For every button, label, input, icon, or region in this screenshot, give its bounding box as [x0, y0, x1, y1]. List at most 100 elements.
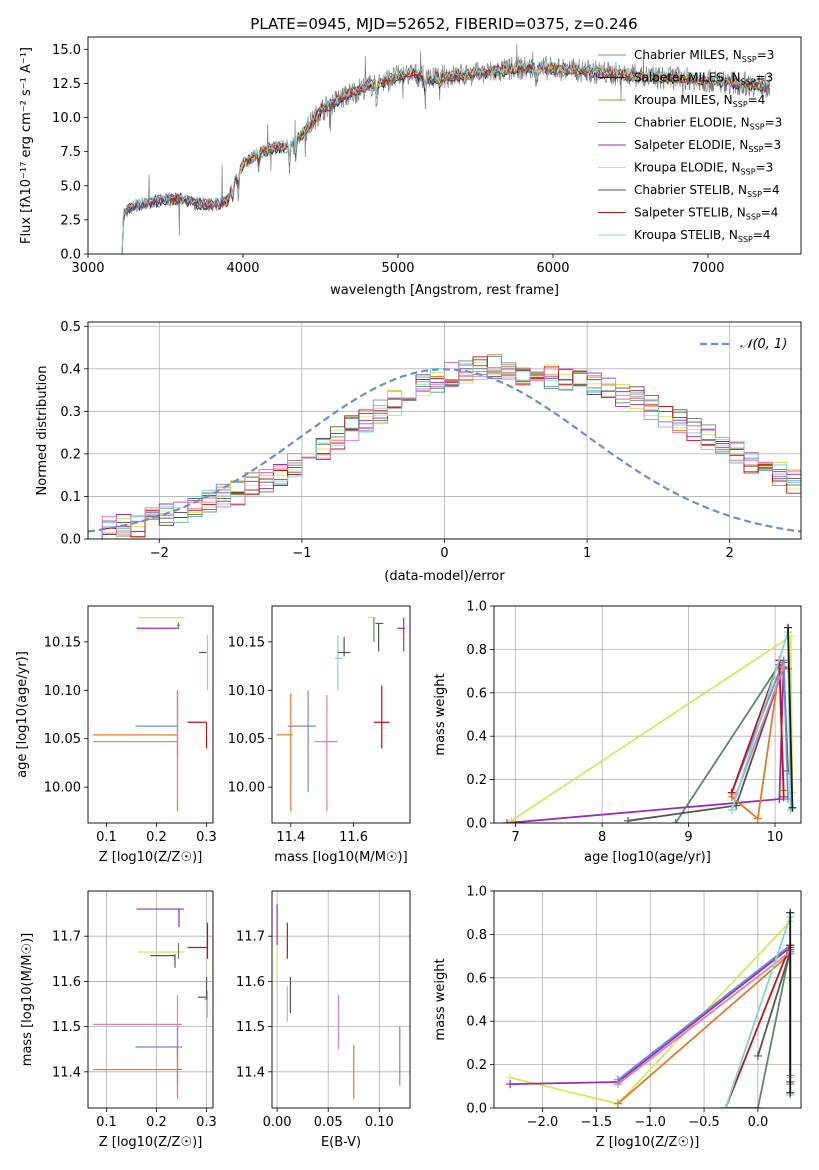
spectrum-legend: Chabrier MILES, NSSP=3 Salpeter MILES, NS… [598, 48, 782, 244]
residual-histogram [88, 362, 801, 539]
y-tick-label: 10.05 [44, 732, 81, 747]
y-tick-label: 0.3 [60, 405, 81, 420]
x-tick-label: 7 [511, 830, 519, 845]
x-tick-label: −1.5 [581, 1115, 613, 1130]
y-tick-label: 0.4 [466, 730, 487, 745]
age_vs_mass-points [276, 617, 406, 812]
weight-marker [727, 805, 736, 814]
y-tick-label: 11.6 [236, 975, 265, 990]
x-tick-label: 4000 [226, 261, 259, 276]
y-tick-label: 5.0 [60, 179, 81, 194]
y-tick-label: 11.7 [236, 930, 265, 945]
x-tick-label: 0.05 [314, 1115, 343, 1130]
x-tick-label: 0.3 [196, 830, 217, 845]
y-tick-label: 1.0 [466, 885, 487, 900]
weight-marker [784, 623, 793, 632]
model-spectrum-line [121, 62, 770, 254]
age_vs_Z-frame [87, 605, 214, 824]
y-axis-label: mass weight [433, 958, 448, 1040]
x-tick-label: 7000 [691, 261, 724, 276]
y-axis-label: Normed distribution [35, 366, 50, 496]
spectrum-frame [87, 36, 802, 255]
y-tick-label: 10.00 [44, 781, 81, 796]
y-tick-label: 0.0 [60, 533, 81, 548]
residual-histogram [88, 365, 801, 539]
weight-marker [775, 795, 784, 804]
x-axis-label: age [log10(age/yr)] [584, 850, 711, 865]
y-tick-label: 11.4 [52, 1065, 81, 1080]
spectrum-axes: 3000 4000 5000 6000 7000 0.0 2.5 5.0 7.5 10.0 12.5… [52, 43, 725, 276]
legend-entry: Salpeter STELIB, NSSP=4 [634, 206, 778, 222]
x-axis-label: Z [log10(Z/Z☉)] [99, 850, 203, 865]
normal-curve [88, 368, 801, 533]
weight-line [617, 951, 791, 1085]
y-tick-label: 10.15 [44, 635, 81, 650]
x-axis-label: mass [log10(M/M☉)] [274, 850, 407, 865]
age_vs_Z-points [93, 617, 209, 812]
y-tick-label: 0.2 [466, 773, 487, 788]
weight-marker [786, 1088, 795, 1097]
panels: 3000 4000 5000 6000 70000.02.55.07.510.012.5… [15, 36, 802, 1150]
weight-marker [721, 1104, 730, 1108]
y-tick-label: 0.6 [466, 971, 487, 986]
weight-marker [613, 1080, 622, 1089]
legend-entry: Kroupa STELIB, NSSP=4 [634, 228, 771, 244]
figure-title: PLATE=0945, MJD=52652, FIBERID=0375, z=0… [250, 15, 637, 33]
y-tick-label: 11.4 [236, 1065, 265, 1080]
weight_vs_Z-axes: −2.0 −1.5 −1.0 −0.5 0.0 0.0 0.2 0.4 0.6 0.8 1.0 [466, 885, 801, 1130]
x-tick-label: 9 [684, 830, 692, 845]
y-tick-label: 12.5 [52, 77, 81, 92]
weight-line [506, 662, 785, 823]
y-tick-label: 0.0 [60, 248, 81, 263]
y-tick-label: 1.0 [466, 600, 487, 615]
model-spectrum-line [121, 60, 770, 254]
weight-marker [506, 1080, 515, 1089]
y-tick-label: 11.5 [52, 1020, 81, 1035]
weight-marker [502, 819, 511, 823]
y-tick-label: 0.8 [466, 928, 487, 943]
weight-line [787, 627, 794, 808]
weight-marker [779, 792, 788, 801]
x-tick-label: 10 [767, 830, 784, 845]
x-axis-label: (data-model)/error [384, 569, 505, 584]
legend-entry: Salpeter ELODIE, NSSP=3 [634, 138, 781, 154]
y-tick-label: 0.1 [60, 490, 81, 505]
x-axis-label: E(B-V) [321, 1135, 361, 1150]
legend-entry: Chabrier ELODIE, NSSP=3 [634, 116, 782, 132]
mass_vs_Z-axes: 0.1 0.2 0.3 11.4 11.5 11.6 11.7 [52, 891, 217, 1130]
mass_vs_Z-points [93, 908, 213, 1099]
residuals-frame [87, 321, 802, 540]
residual-histograms [88, 354, 801, 539]
y-tick-label: 10.10 [44, 684, 81, 699]
y-tick-label: 10.15 [228, 635, 265, 650]
age_vs_Z-axes: 0.1 0.2 0.3 10.00 10.05 10.10 10.15 [44, 635, 217, 845]
legend-entry: Kroupa MILES, NSSP=4 [634, 93, 765, 109]
weight-marker [786, 805, 795, 814]
x-tick-label: 11.4 [276, 830, 305, 845]
x-tick-label: 2 [726, 546, 734, 561]
weight-marker [727, 788, 736, 797]
y-tick-label: 11.5 [236, 1020, 265, 1035]
y-tick-label: 10.10 [228, 684, 265, 699]
y-tick-label: 0.4 [60, 362, 81, 377]
y-tick-label: 0.2 [60, 447, 81, 462]
y-tick-label: 0.4 [466, 1015, 487, 1030]
x-tick-label: 11.6 [339, 830, 368, 845]
x-tick-label: −0.5 [688, 1115, 720, 1130]
legend-entry: 𝒩(0, 1) [740, 337, 787, 352]
weight_vs_age-frame [493, 605, 802, 824]
weight-marker [613, 1099, 622, 1108]
y-axis-label: mass [log10(M/M☉)] [20, 933, 35, 1066]
y-axis-label: Flux [fλ10⁻¹⁷ erg cm⁻² s⁻¹ A⁻¹] [19, 47, 34, 244]
weight_vs_age-axes: 7 8 9 10 0.0 0.2 0.4 0.6 0.8 1.0 [466, 600, 801, 845]
x-tick-label: −2 [150, 546, 169, 561]
x-tick-label: 6000 [536, 261, 569, 276]
residual-histogram [88, 365, 801, 539]
x-axis-label: Z [log10(Z/Z☉)] [596, 1135, 700, 1150]
y-tick-label: 11.7 [52, 930, 81, 945]
x-tick-label: 0.1 [96, 830, 117, 845]
x-tick-label: 0.1 [96, 1115, 117, 1130]
x-tick-label: −2.0 [527, 1115, 559, 1130]
legend-entry: Chabrier MILES, NSSP=3 [634, 48, 774, 64]
